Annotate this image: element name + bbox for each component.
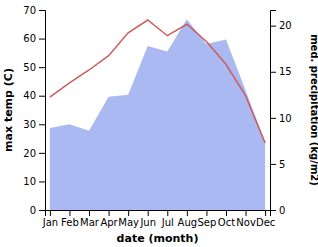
tick-label: Aug [178, 217, 198, 228]
tick-label: 30 [23, 119, 36, 130]
x-axis-line [46, 211, 271, 217]
tick-mark [128, 210, 129, 216]
tick: Jan [42, 210, 58, 228]
x-axis-title: date (month) [117, 232, 199, 245]
tick-label: Mar [80, 217, 100, 228]
tick-label: 70 [23, 5, 36, 16]
tick-mark [39, 210, 45, 211]
tick-label: Jul [161, 217, 174, 228]
tick-mark [39, 67, 45, 68]
tick-mark [270, 164, 276, 165]
tick-label: May [118, 217, 139, 228]
tick-label: 10 [23, 176, 36, 187]
tick: Jul [161, 210, 174, 228]
tick-mark [270, 118, 276, 119]
tick: May [118, 210, 139, 228]
y2-axis-line [271, 11, 277, 211]
tick: Feb [61, 210, 79, 228]
tick: Oct [218, 210, 235, 228]
tick-mark [270, 26, 276, 27]
tick: Jun [139, 210, 156, 228]
x-axis: JanFebMarAprMayJun Jul AugSepOctNovDec [42, 210, 276, 228]
tick-mark [39, 96, 45, 97]
tick-mark [265, 210, 266, 216]
tick-mark [69, 210, 70, 216]
tick-label: 15 [279, 66, 292, 77]
tick-mark [206, 210, 207, 216]
tick-label: 50 [23, 62, 36, 73]
precipitation-area [50, 19, 265, 210]
tick: Nov [236, 210, 256, 228]
tick-mark [109, 210, 110, 216]
tick-mark [39, 124, 45, 125]
tick: Dec [256, 210, 275, 228]
tick-mark [270, 72, 276, 73]
tick-mark [39, 39, 45, 40]
tick-label: Jan [42, 217, 58, 228]
tick-mark [89, 210, 90, 216]
tick-label: Dec [256, 217, 275, 228]
tick-label: 20 [279, 20, 292, 31]
tick: Aug [178, 210, 198, 228]
tick: Sep [197, 210, 216, 228]
tick: 20 [23, 148, 45, 159]
tick-label: 0 [279, 205, 285, 216]
tick-label: 0 [30, 205, 36, 216]
tick-label: 20 [23, 148, 36, 159]
tick-mark [39, 181, 45, 182]
tick-mark [246, 210, 247, 216]
y2-axis-title: med. precipitation (kg/m2) [309, 34, 318, 186]
tick: 40 [23, 90, 45, 101]
plot: JanFebMarAprMayJun Jul AugSepOctNovDec 0 10 2… [23, 5, 291, 228]
tick-mark [39, 10, 45, 11]
tick-label: 60 [23, 33, 36, 44]
y-axis: 0 10 20 30 40 50 60 70 [23, 5, 45, 216]
tick-label: 10 [279, 113, 292, 124]
tick: 0 [270, 205, 285, 216]
tick: Apr [100, 210, 118, 228]
tick: 20 [270, 20, 292, 31]
tick: 5 [270, 159, 285, 170]
y2-axis: 0 5 10 15 20 [270, 11, 292, 216]
y-axis-line [39, 11, 46, 211]
tick: 10 [270, 113, 292, 124]
marks [50, 19, 265, 210]
tick-label: Nov [236, 217, 256, 228]
tick: Mar [80, 210, 100, 228]
tick-mark [226, 210, 227, 216]
tick-label: 40 [23, 90, 36, 101]
tick: 70 [23, 5, 45, 16]
tick: 10 [23, 176, 45, 187]
chart: JanFebMarAprMayJun Jul AugSepOctNovDec 0 10 2… [0, 0, 318, 247]
tick: 30 [23, 119, 45, 130]
tick-mark [187, 210, 188, 216]
tick-mark [148, 210, 149, 216]
tick-mark [167, 210, 168, 216]
tick-label: 5 [279, 159, 285, 170]
tick-label: Jun [139, 217, 156, 228]
temperature-line [50, 20, 265, 143]
tick-label: Sep [197, 217, 216, 228]
tick: 0 [30, 205, 45, 216]
tick: 50 [23, 62, 45, 73]
tick-label: Feb [61, 217, 79, 228]
tick: 15 [270, 66, 292, 77]
y-axis-title: max temp (C) [2, 68, 15, 152]
tick-label: Oct [218, 217, 235, 228]
tick-mark [270, 210, 276, 211]
tick-mark [50, 210, 51, 216]
tick: 60 [23, 33, 45, 44]
tick-mark [39, 153, 45, 154]
tick-label: Apr [100, 217, 118, 228]
